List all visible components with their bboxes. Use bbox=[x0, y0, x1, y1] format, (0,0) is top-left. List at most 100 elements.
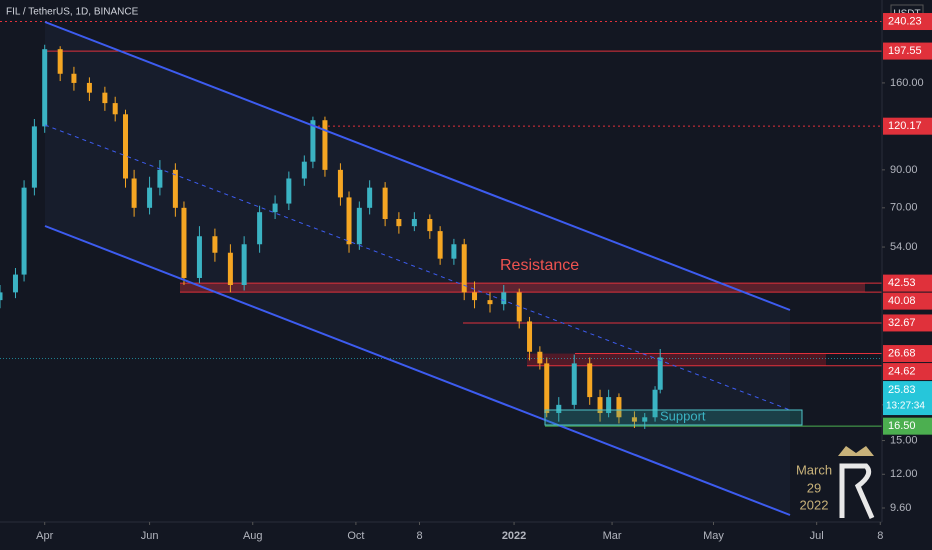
channel-mid bbox=[44, 124, 791, 411]
price-label-box bbox=[883, 314, 932, 332]
candle-body bbox=[181, 207, 187, 278]
price-label-box bbox=[883, 292, 932, 310]
x-tick-label: May bbox=[703, 530, 724, 542]
candle-body bbox=[537, 351, 543, 364]
resistance-zone bbox=[527, 353, 826, 366]
candle-body bbox=[272, 203, 278, 213]
candle-body bbox=[57, 49, 63, 74]
candle-body bbox=[172, 169, 178, 208]
candle-body bbox=[227, 252, 233, 286]
x-tick-label: Apr bbox=[36, 530, 53, 542]
candle-body bbox=[451, 244, 457, 259]
candle-body bbox=[382, 187, 388, 220]
price-label: 26.68 bbox=[888, 347, 916, 359]
candle-body bbox=[310, 120, 316, 162]
y-tick-label: 12.00 bbox=[890, 468, 918, 480]
candle-body bbox=[487, 300, 493, 305]
channel-fill bbox=[45, 22, 790, 515]
price-label: 120.17 bbox=[888, 120, 922, 132]
last-price-box bbox=[883, 381, 932, 416]
price-label: 42.53 bbox=[888, 277, 916, 289]
candle-body bbox=[241, 244, 247, 286]
candle-body bbox=[286, 178, 292, 204]
candle-body bbox=[652, 389, 658, 418]
x-tick-label: 8 bbox=[416, 530, 422, 542]
candle-body bbox=[461, 244, 467, 293]
candle-body bbox=[42, 49, 48, 127]
candle-body bbox=[337, 169, 343, 198]
candle-body bbox=[606, 397, 612, 414]
y-tick-label: 160.00 bbox=[890, 77, 924, 89]
axis-labels: Apr Jun Aug Oct 8 2022 Mar May Jul 8 160.00 90.00 70… bbox=[36, 13, 932, 542]
candle-body bbox=[437, 231, 443, 259]
candle-body bbox=[657, 357, 663, 390]
candle-body bbox=[301, 161, 307, 179]
candle-body bbox=[102, 92, 108, 104]
support-label: Support bbox=[660, 408, 706, 423]
plot bbox=[0, 21, 882, 429]
y-tick-label: 54.00 bbox=[890, 241, 918, 253]
candle-body bbox=[367, 187, 373, 208]
watermark: March bbox=[796, 462, 832, 477]
support-zone bbox=[544, 409, 803, 426]
price-label-box bbox=[883, 42, 932, 60]
candle-body bbox=[123, 114, 129, 179]
resistance-label: Resistance bbox=[500, 257, 579, 274]
countdown-label: 13:27:34 bbox=[886, 401, 925, 412]
candle-body bbox=[544, 363, 550, 414]
x-tick-label: Oct bbox=[347, 530, 364, 542]
price-label-box bbox=[883, 417, 932, 435]
candle-body bbox=[12, 274, 18, 293]
candle-body bbox=[212, 236, 218, 253]
candle-body bbox=[472, 292, 478, 301]
x-tick-label: Mar bbox=[603, 530, 622, 542]
candle-body bbox=[356, 207, 362, 245]
candle-body bbox=[322, 120, 328, 170]
candle-body bbox=[527, 321, 533, 352]
price-label: 24.62 bbox=[888, 365, 916, 377]
y-tick-label: 15.00 bbox=[890, 434, 918, 446]
price-label: 40.08 bbox=[888, 295, 916, 307]
candle-body bbox=[86, 82, 92, 93]
candle-body bbox=[257, 212, 263, 245]
candle-body bbox=[631, 417, 637, 422]
y-tick-label: 90.00 bbox=[890, 164, 918, 176]
price-label: 197.55 bbox=[888, 45, 922, 57]
channel-lower bbox=[44, 225, 791, 516]
candle-body bbox=[0, 292, 3, 301]
candle-body bbox=[427, 219, 433, 232]
candle-body bbox=[411, 219, 417, 227]
candle-body bbox=[157, 169, 163, 188]
price-label-box bbox=[883, 13, 932, 31]
x-tick-label: 2022 bbox=[502, 530, 526, 542]
candle-body bbox=[71, 73, 77, 83]
candle-body bbox=[642, 417, 648, 422]
x-tick-label: Jul bbox=[810, 530, 824, 542]
candle-body bbox=[147, 187, 153, 208]
price-label-box bbox=[883, 274, 932, 292]
y-tick-label: 9.60 bbox=[890, 502, 911, 514]
candle-body bbox=[196, 236, 202, 278]
candle-body bbox=[616, 397, 622, 418]
candle-body bbox=[112, 103, 118, 115]
candle-body bbox=[131, 178, 137, 208]
candle-body bbox=[31, 126, 37, 188]
x-tick-label: Aug bbox=[243, 530, 263, 542]
candle-body bbox=[21, 187, 27, 275]
price-label-box bbox=[883, 345, 932, 363]
x-tick-label: 8 bbox=[877, 530, 883, 542]
resistance-zone bbox=[180, 283, 865, 293]
candle-body bbox=[346, 197, 352, 245]
candle-body bbox=[396, 219, 402, 227]
candle-body bbox=[597, 397, 603, 414]
watermark: 29 bbox=[807, 480, 821, 495]
channel-upper bbox=[44, 21, 791, 311]
x-tick-label: Jun bbox=[141, 530, 159, 542]
price-label: 240.23 bbox=[888, 15, 922, 27]
logo bbox=[838, 446, 875, 520]
candle-body bbox=[501, 292, 507, 305]
price-label: 32.67 bbox=[888, 317, 916, 329]
candle-body bbox=[556, 404, 562, 414]
watermark: 2022 bbox=[800, 497, 829, 512]
